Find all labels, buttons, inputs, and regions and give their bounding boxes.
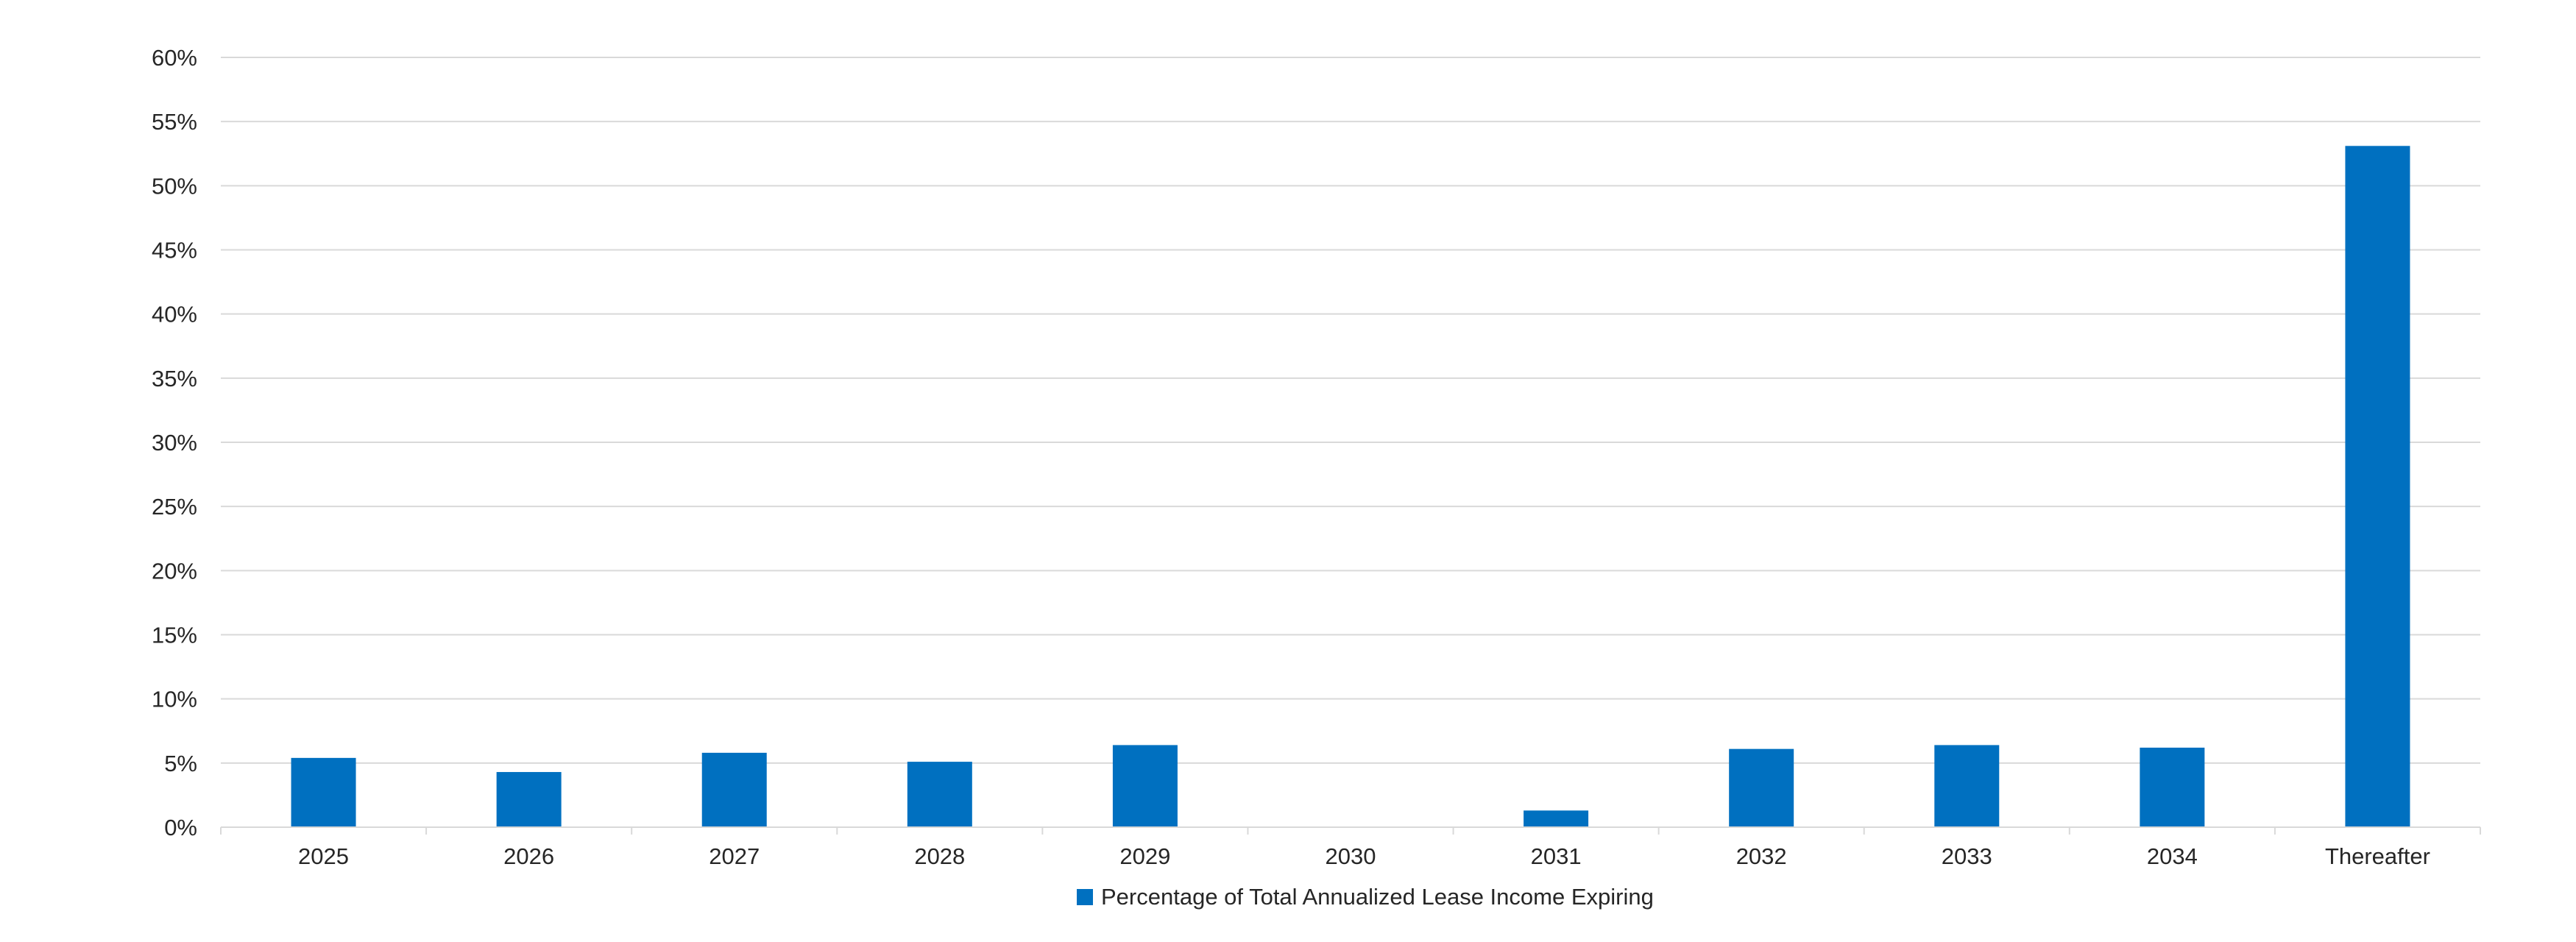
bar-2031	[1524, 810, 1589, 827]
y-tick-label: 5%	[164, 751, 197, 776]
bar-2032	[1729, 748, 1794, 827]
y-tick-label: 20%	[152, 558, 197, 584]
x-tick-label: 2027	[709, 843, 760, 869]
x-axis-tick-labels: 2025 2026 2027 2028 2029 2030 2031 2032 2033 2034…	[298, 843, 2430, 869]
x-tick-label: 2028	[914, 843, 965, 869]
x-tick-label: 2033	[1942, 843, 1992, 869]
bar-2028	[907, 762, 972, 827]
y-tick-label: 45%	[152, 238, 197, 263]
bar-2025	[291, 757, 356, 827]
y-tick-label: 10%	[152, 687, 197, 712]
y-tick-label: 35%	[152, 366, 197, 392]
gridlines	[221, 57, 2480, 764]
y-axis-tick-labels: 0% 5% 10% 15% 20% 25% 30% 35% 40% 45% 50% 55% 60%	[152, 45, 197, 840]
y-tick-label: 60%	[152, 45, 197, 71]
x-tick-label: 2034	[2147, 843, 2198, 869]
y-tick-label: 25%	[152, 494, 197, 520]
y-tick-label: 55%	[152, 109, 197, 135]
bar-2033	[1934, 745, 2000, 827]
bar-2026	[496, 772, 562, 827]
y-tick-label: 30%	[152, 430, 197, 456]
legend-swatch	[1077, 889, 1093, 905]
bar-2027	[701, 752, 767, 827]
x-tick-label: 2025	[298, 843, 349, 869]
x-tick-label: Thereafter	[2325, 843, 2430, 869]
y-tick-label: 0%	[164, 815, 197, 840]
legend: Percentage of Total Annualized Lease Inc…	[1077, 884, 1654, 910]
y-tick-label: 15%	[152, 623, 197, 648]
x-tick-label: 2026	[503, 843, 554, 869]
x-tick-label: 2029	[1119, 843, 1170, 869]
bars	[291, 146, 2410, 828]
x-tick-label: 2030	[1326, 843, 1376, 869]
x-tick-label: 2031	[1531, 843, 1582, 869]
bar-2029	[1112, 745, 1178, 827]
bar-2034	[2140, 747, 2205, 827]
x-axis	[220, 826, 2481, 835]
y-tick-label: 40%	[152, 302, 197, 327]
x-tick-label: 2032	[1736, 843, 1787, 869]
bar-Thereafter	[2345, 146, 2410, 828]
y-tick-label: 50%	[152, 173, 197, 199]
legend-label: Percentage of Total Annualized Lease Inc…	[1101, 884, 1654, 910]
